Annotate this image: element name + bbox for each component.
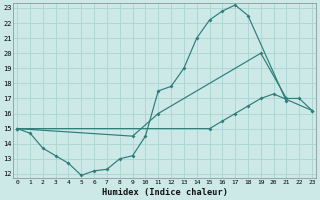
X-axis label: Humidex (Indice chaleur): Humidex (Indice chaleur) <box>102 188 228 197</box>
